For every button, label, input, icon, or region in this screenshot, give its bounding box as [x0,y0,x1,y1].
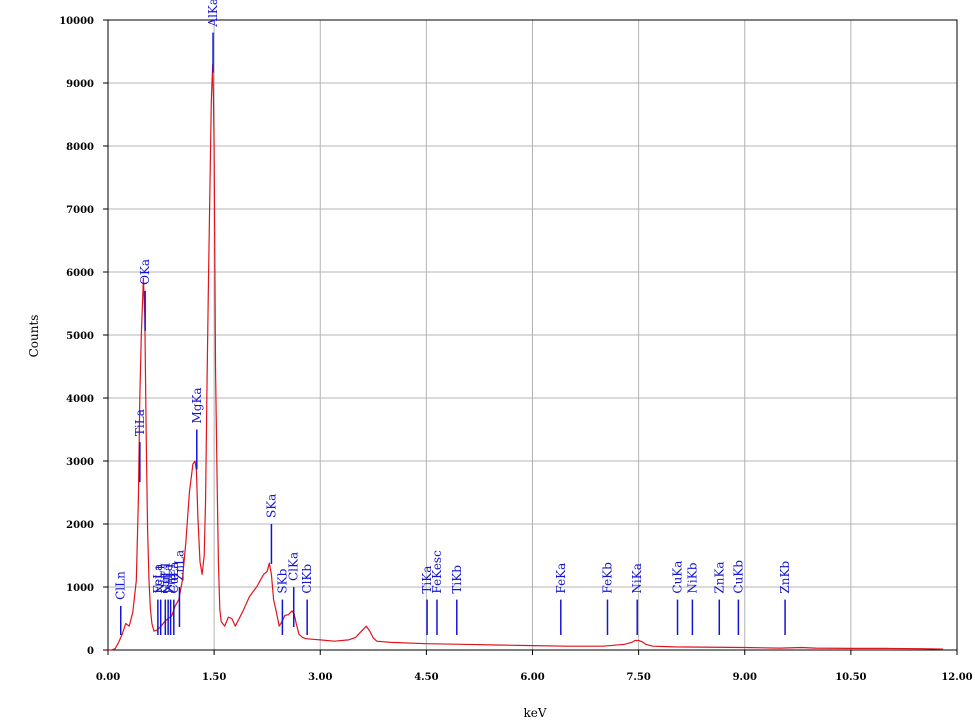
peak-label-tika: TiKa [420,566,434,594]
peak-label-mgka: MgKa [190,387,204,423]
y-tick-label: 5000 [66,331,94,342]
x-axis-label: keV [523,706,546,720]
peak-label-znka: ZnKa [712,561,726,593]
x-tick-label: 3.00 [308,672,332,683]
x-tick-label: 6.00 [520,672,544,683]
x-tick-label: 10.50 [835,672,866,683]
x-tick-label: 0.00 [96,672,120,683]
grid-layer [108,20,957,650]
peak-label-tila: TiLa [133,409,147,436]
x-tick-label: 12.00 [941,672,972,683]
peak-label-znl1: ZnL1 [164,562,178,594]
peak-label-cul1: CuL1 [158,561,172,594]
y-tick-label: 1000 [66,583,94,594]
y-tick-label: 0 [87,646,94,657]
spectrum-layer [108,63,943,651]
peak-label-tikb: TiKb [450,565,464,594]
peak-label-clln: ClLn [114,571,128,600]
y-tick-label: 2000 [66,520,94,531]
peak-label-feka: FeKa [554,563,568,594]
peak-label-clka: ClKa [287,552,301,581]
peak-label-ska: SKa [264,494,278,518]
y-tick-label: 4000 [66,394,94,405]
peak-label-nila: NiLa [161,564,175,593]
peak-label-nikb: NiKb [685,562,699,593]
peak-label-fekb: FeKb [600,562,614,594]
y-tick-label: 10000 [59,16,94,27]
peak-label-cula: CuLa [167,562,181,594]
peak-label-alka: AlKa [206,0,220,28]
peak-label-nil1: NiL1 [154,564,168,594]
peak-label-skb: SKb [275,568,289,593]
peak-label-znkb: ZnKb [778,561,792,594]
x-tick-label: 4.50 [414,672,438,683]
y-tick-label: 8000 [66,142,94,153]
peak-label-oka: OKa [138,259,152,285]
spectrum-line [108,63,943,651]
peak-label-fekesc: FeKesc [430,550,444,594]
plot-frame [107,19,958,651]
x-tick-label: 7.50 [626,672,650,683]
marker-layer [119,32,786,635]
y-tick-label: 6000 [66,268,94,279]
peak-label-nika: NiKa [630,563,644,593]
x-tick-label: 1.50 [202,672,226,683]
y-tick-label: 3000 [66,457,94,468]
peak-label-fela: FeLa [151,564,165,594]
peak-label-cukb: CuKb [731,560,745,594]
x-tick-label: 9.00 [733,672,757,683]
peak-label-znla: ZnLa [172,550,186,581]
axes-layer: 0.00 1.50 3.00 4.50 6.00 7.50 9.00 10.50 12.00 0 1… [59,16,972,683]
peak-label-cuka: CuKa [671,561,685,594]
y-axis-label: Counts [27,315,41,358]
y-tick-label: 9000 [66,79,94,90]
y-tick-label: 7000 [66,205,94,216]
peak-label-clkb: ClKb [300,564,314,594]
